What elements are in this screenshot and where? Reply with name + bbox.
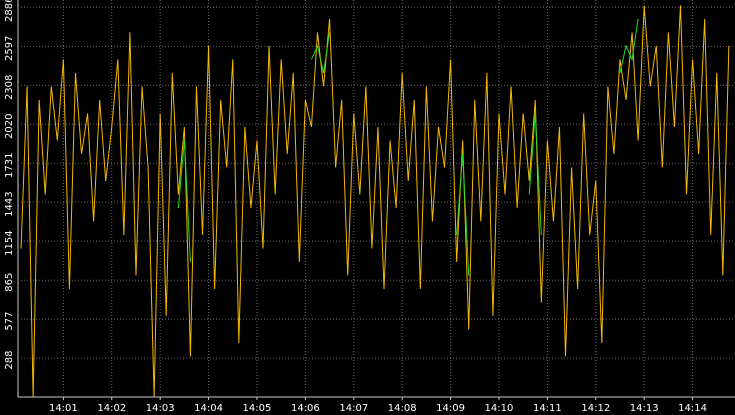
x-tick-label: 14:08 [388,403,417,414]
y-tick-label: 2020 [4,114,15,139]
x-tick-label: 14:06 [291,403,320,414]
x-tick-label: 14:02 [97,403,126,414]
x-tick-label: 14:01 [49,403,78,414]
y-tick-label: 1154 [4,230,15,255]
x-tick-label: 14:10 [485,403,514,414]
series-line [177,18,639,276]
x-tick-label: 14:05 [243,403,272,414]
x-tick-label: 14:12 [581,403,610,414]
x-tick-label: 14:09 [436,403,465,414]
y-tick-label: 865 [4,273,15,292]
y-tick-label: 288 [4,351,15,370]
series-line [20,5,730,398]
y-tick-label: 1731 [4,153,15,178]
x-tick-label: 14:14 [678,403,707,414]
y-tick-label: 577 [4,312,15,331]
y-tick-label: 2308 [4,75,15,100]
x-tick-label: 14:04 [194,403,223,414]
y-tick-label: 2886 [4,0,15,22]
x-tick-label: 14:13 [630,403,659,414]
y-tick-label: 1443 [4,191,15,216]
x-tick-label: 14:07 [339,403,368,414]
x-tick-label: 14:11 [533,403,562,414]
y-tick-label: 2597 [4,36,15,61]
x-tick-label: 14:03 [146,403,175,414]
